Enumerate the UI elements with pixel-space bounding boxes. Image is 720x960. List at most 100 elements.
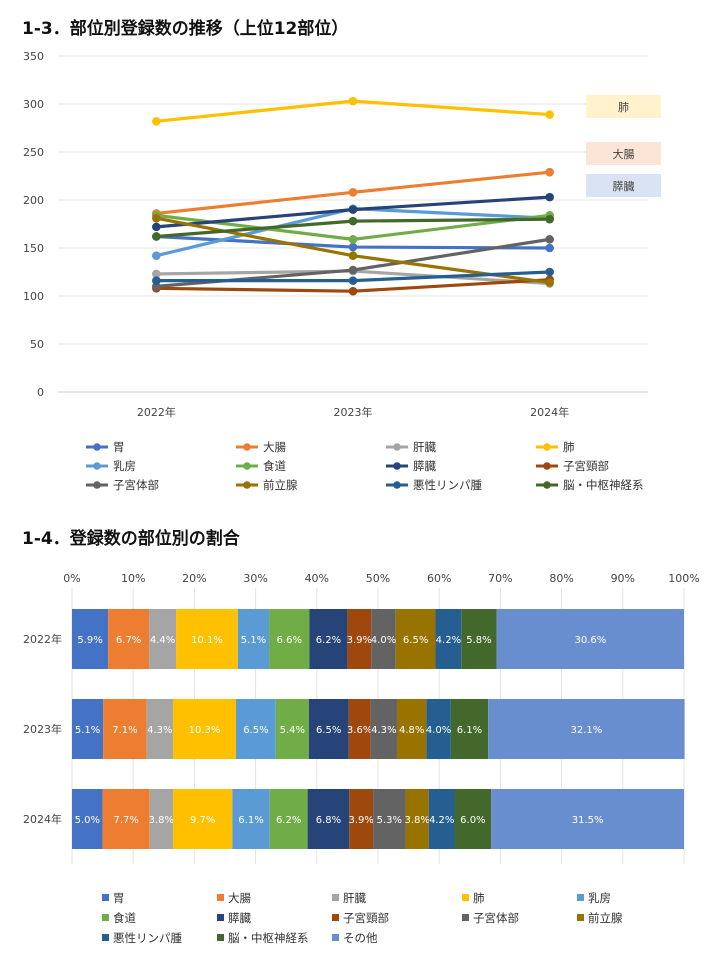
legend-label: 悪性リンパ腫 <box>113 931 182 945</box>
bar-segment <box>275 699 309 759</box>
data-point <box>348 205 358 214</box>
data-point <box>348 242 358 252</box>
data-point <box>545 278 554 287</box>
x-tick-label: 2024年 <box>530 405 569 419</box>
legend-swatch <box>332 934 339 941</box>
data-label: 10.1% <box>191 635 223 646</box>
data-point <box>348 286 358 296</box>
legend-swatch <box>102 914 109 921</box>
bar-segment <box>450 699 489 759</box>
bar-segment <box>176 609 238 669</box>
x-tick-label: 20% <box>182 572 206 585</box>
bar-chart-title: 1-4．登録数の部位別の割合 <box>22 529 240 549</box>
legend-label: 膵臓 <box>413 459 436 473</box>
data-label: 10.3% <box>189 725 221 736</box>
legend-label: 胃 <box>113 440 125 454</box>
data-point <box>152 222 161 232</box>
legend-marker <box>243 481 251 489</box>
data-label: 4.3% <box>147 725 172 736</box>
x-tick-label: 30% <box>243 572 267 585</box>
x-tick-label: 2023年 <box>334 405 373 419</box>
y-tick-label: 200 <box>23 194 44 207</box>
data-label: 3.9% <box>347 635 372 646</box>
legend-label: 食道 <box>113 911 136 925</box>
legend-marker <box>543 443 551 451</box>
y-tick-label: 150 <box>23 242 44 255</box>
bar-segment <box>428 789 455 849</box>
legend-swatch <box>462 894 469 901</box>
data-label: 4.2% <box>436 635 461 646</box>
bar-segment <box>149 609 177 669</box>
data-point <box>545 167 554 177</box>
data-label: 5.0% <box>75 815 100 826</box>
x-tick-label: 90% <box>611 572 635 585</box>
legend-marker <box>243 443 251 451</box>
data-label: 3.9% <box>348 815 373 826</box>
data-point <box>545 235 554 244</box>
data-point <box>152 232 161 241</box>
bar-segment <box>461 609 497 669</box>
data-label: 30.6% <box>574 635 606 646</box>
data-point <box>152 269 161 279</box>
x-tick-label: 10% <box>121 572 145 585</box>
data-label: 5.3% <box>377 815 402 826</box>
bar-segment <box>435 609 462 669</box>
bar-segment <box>237 609 270 669</box>
annotation-label: 大腸 <box>613 147 635 161</box>
legend-swatch <box>217 894 224 901</box>
data-point <box>152 251 161 260</box>
bar-segment <box>72 699 104 759</box>
legend-marker <box>93 481 101 489</box>
legend-swatch <box>462 914 469 921</box>
x-tick-label: 2022年 <box>137 405 176 419</box>
data-label: 4.0% <box>426 725 451 736</box>
legend-marker <box>543 462 551 470</box>
x-tick-label: 0% <box>63 572 80 585</box>
data-label: 3.8% <box>149 815 174 826</box>
data-point <box>545 110 554 119</box>
bar-segment <box>488 699 685 759</box>
data-point <box>348 188 358 197</box>
bar-segment <box>149 789 173 849</box>
data-label: 5.1% <box>75 725 100 736</box>
y-tick-label: 350 <box>23 50 44 63</box>
bar-segment <box>370 699 397 759</box>
legend-label: 食道 <box>263 459 286 473</box>
legend-swatch <box>102 894 109 901</box>
legend-swatch <box>217 934 224 941</box>
bar-segment <box>236 699 276 759</box>
x-tick-label: 60% <box>427 572 451 585</box>
y-tick-label: 250 <box>23 146 44 159</box>
annotation-box <box>586 142 661 165</box>
bar-segment <box>269 609 310 669</box>
legend-label: 乳房 <box>113 459 136 473</box>
annotation-box <box>586 174 661 197</box>
data-label: 3.6% <box>347 725 372 736</box>
y-tick-label: 2024年 <box>23 812 62 826</box>
legend-marker <box>543 481 551 489</box>
bar-segment <box>371 609 396 669</box>
legend-marker <box>393 462 401 470</box>
y-tick-label: 50 <box>30 338 44 351</box>
legend-label: 大腸 <box>228 891 251 905</box>
x-tick-label: 70% <box>488 572 512 585</box>
bar-segment <box>496 609 684 669</box>
x-tick-label: 80% <box>549 572 573 585</box>
data-label: 6.5% <box>403 635 428 646</box>
annotation-label: 肺 <box>618 101 629 114</box>
data-label: 5.9% <box>77 635 102 646</box>
bar-segment <box>232 789 270 849</box>
legend-swatch <box>577 914 584 921</box>
legend-label: 前立腺 <box>588 911 623 925</box>
legend-label: 乳房 <box>588 891 611 905</box>
bar-segment <box>146 699 173 759</box>
legend-marker <box>393 443 401 451</box>
data-point <box>348 276 358 285</box>
bar-segment <box>349 789 374 849</box>
data-label: 31.5% <box>572 815 604 826</box>
legend-label: 脳・中枢神経系 <box>563 478 644 492</box>
bar-segment <box>373 789 406 849</box>
data-label: 6.5% <box>316 725 341 736</box>
legend-label: 子宮頸部 <box>563 459 609 473</box>
bar-segment <box>72 789 103 849</box>
